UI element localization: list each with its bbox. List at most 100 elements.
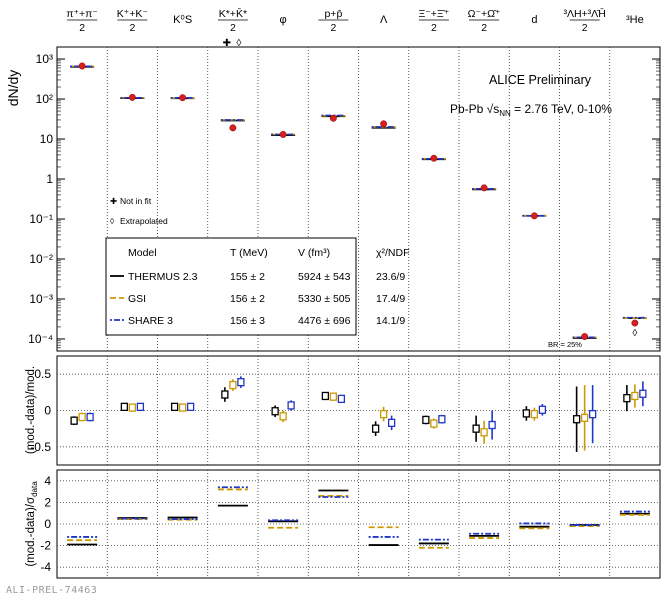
data-point <box>581 333 589 340</box>
data-point <box>179 94 187 102</box>
extrapolated-marker: ◊ <box>236 38 241 49</box>
category-denominator: 2 <box>129 22 135 34</box>
deviation-point <box>631 391 639 401</box>
deviation-point <box>430 419 438 428</box>
category-label: φ <box>280 14 287 26</box>
category-label: π⁺+π⁻ <box>66 8 98 20</box>
fit-table-cell: 155 ± 2 <box>230 271 265 283</box>
deviation-point <box>178 403 187 412</box>
category-label: Ω⁻+Ω̄⁺ <box>468 8 501 20</box>
legend-not-in-fit-label: Not in fit <box>120 196 152 206</box>
category-label: K*+K̄* <box>219 7 247 20</box>
category-denominator: 2 <box>230 22 236 34</box>
deviation-point <box>572 415 581 424</box>
y-tick-label: 10³ <box>36 52 53 66</box>
fit-table-cell: 23.6/9 <box>376 271 405 283</box>
y-tick-label: 0.5 <box>34 367 51 381</box>
data-point <box>631 319 639 327</box>
fit-table-cell: 14.1/9 <box>376 315 405 327</box>
deviation-point <box>186 402 195 412</box>
fit-table-cell: GSI <box>128 293 146 305</box>
data-point <box>480 184 488 192</box>
y-axis-title: dN/dy <box>5 70 21 107</box>
y-tick-label: 10⁻² <box>29 252 53 266</box>
fit-table-cell: SHARE 3 <box>128 315 173 327</box>
legend-extrapolated-icon: ◊ <box>110 216 115 226</box>
deviation-point <box>639 389 647 398</box>
data-point <box>78 62 86 70</box>
deviation-point <box>337 394 346 404</box>
deviation-point <box>78 412 86 422</box>
category-label: K⁺+K⁻ <box>117 8 149 20</box>
deviation-point <box>623 393 631 403</box>
deviation-point <box>379 409 388 419</box>
fit-table-cell: 4476 ± 696 <box>298 315 351 327</box>
deviation-point <box>538 405 547 414</box>
category-label: ³He <box>626 14 644 26</box>
category-label: p+p̄ <box>324 8 342 20</box>
deviation-point <box>287 401 295 410</box>
deviation-point <box>70 416 78 425</box>
deviation-point <box>488 420 496 430</box>
deviation-point <box>438 415 446 424</box>
y-tick-label: -0.5 <box>30 440 51 454</box>
deviation-point <box>371 424 380 433</box>
deviation-point <box>279 412 287 421</box>
category-label: d <box>531 14 537 26</box>
data-point <box>430 154 438 162</box>
fit-table-box <box>105 237 357 336</box>
y-tick-label: 10 <box>40 132 54 146</box>
fit-table-cell: 156 ± 3 <box>230 315 265 327</box>
fit-table-cell: 156 ± 2 <box>230 293 265 305</box>
figure-id: ALI-PREL-74463 <box>6 585 98 596</box>
fit-table-cell: 5924 ± 543 <box>298 271 351 283</box>
category-label: ³ΛH+³Λ̄H̄ <box>563 7 605 20</box>
deviation-point <box>271 407 279 416</box>
y-axis-title: (mod.-data)/σdata <box>25 481 39 567</box>
category-label: Ξ⁻+Ξ̄⁺ <box>418 8 449 20</box>
deviation-point <box>128 403 137 412</box>
data-point <box>530 212 538 220</box>
category-denominator: 2 <box>481 22 487 34</box>
y-axis-title: (mod.-data)/mod. <box>25 366 37 454</box>
data-point <box>329 114 337 122</box>
data-point <box>279 131 287 138</box>
y-tick-label: 4 <box>44 474 51 488</box>
data-point <box>128 93 136 101</box>
deviation-point <box>120 402 129 412</box>
deviation-point <box>229 380 237 390</box>
category-denominator: 2 <box>582 22 588 34</box>
deviation-point <box>329 392 338 401</box>
fit-table-cell: THERMUS 2.3 <box>128 271 198 283</box>
deviation-point <box>530 409 539 419</box>
deviation-point <box>422 415 430 425</box>
category-denominator: 2 <box>431 22 437 34</box>
collision-system-label: Pb-Pb √sNN = 2.76 TeV, 0-10% <box>450 102 612 118</box>
deviation-point <box>480 428 488 437</box>
deviation-point <box>580 413 589 422</box>
fit-table-header: χ²/NDF <box>376 247 410 259</box>
fit-table-header: T (MeV) <box>230 247 268 259</box>
category-denominator: 2 <box>330 22 336 34</box>
y-tick-label: 10⁻⁴ <box>28 332 53 346</box>
legend-extrapolated-label: Extrapolated <box>120 216 168 226</box>
deviation-point <box>472 424 480 433</box>
y-tick-label: 1 <box>46 172 53 186</box>
legend-not-in-fit-icon: ✚ <box>110 196 118 206</box>
experiment-label: ALICE Preliminary <box>489 73 592 87</box>
category-label: K⁰S <box>173 14 192 26</box>
deviation-point <box>387 418 396 428</box>
y-tick-label: 0 <box>44 404 51 418</box>
deviation-point <box>170 402 179 412</box>
deviation-point <box>86 412 94 422</box>
deviation-point <box>221 390 229 399</box>
y-tick-label: -4 <box>40 560 51 574</box>
data-point <box>229 124 237 132</box>
data-point <box>380 120 388 128</box>
y-tick-label: -2 <box>40 539 51 553</box>
deviation-point <box>522 409 531 418</box>
deviation-point <box>588 409 597 419</box>
y-tick-label: 10⁻³ <box>29 292 53 306</box>
deviation-point <box>136 402 145 412</box>
